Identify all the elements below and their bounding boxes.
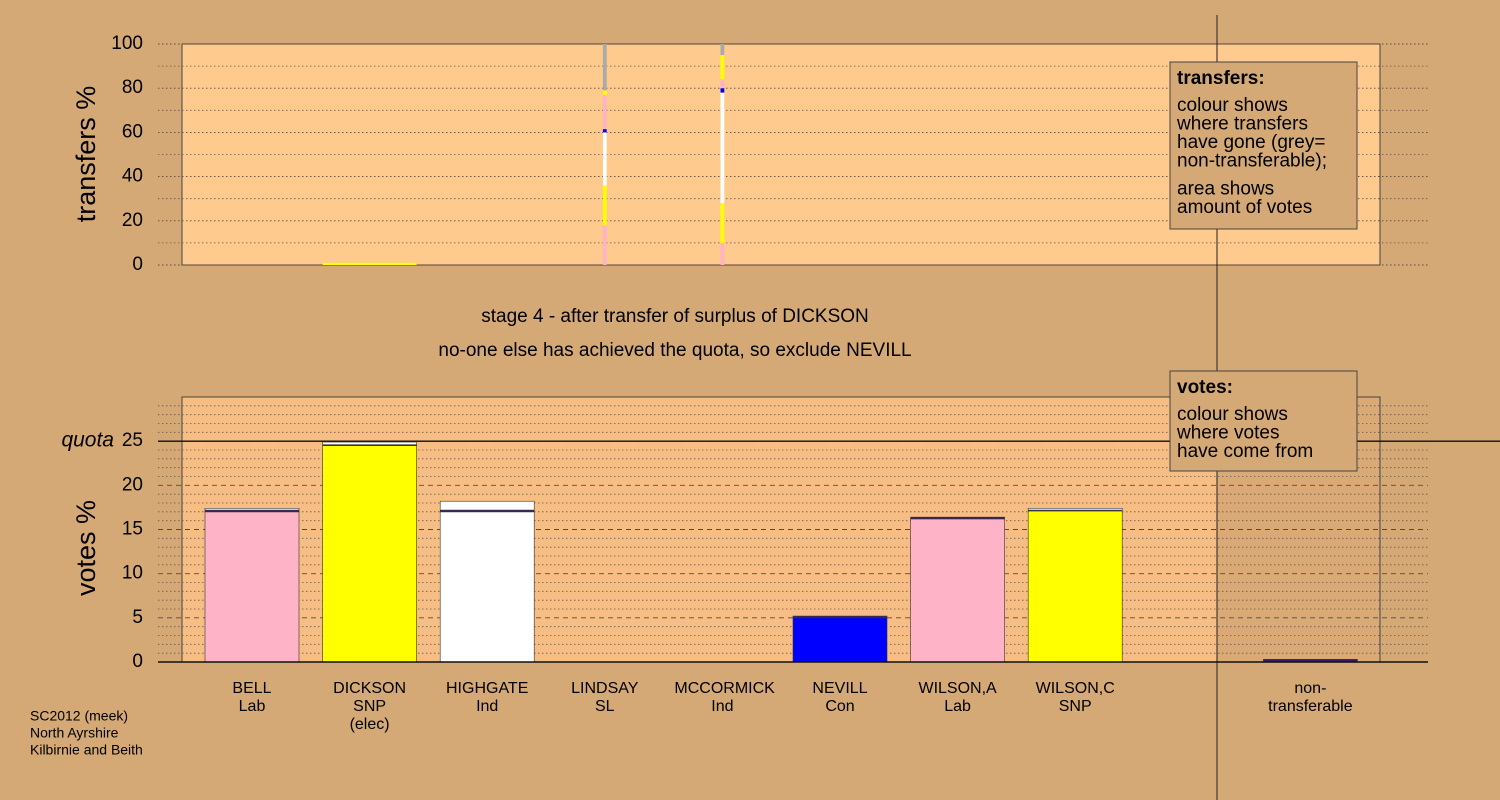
legend-text: have gone (grey=: [1177, 132, 1325, 153]
y-tick-label: 0: [132, 254, 143, 275]
bar-segment: [720, 88, 725, 93]
bar-segment: [720, 203, 725, 243]
candidate-name: HIGHGATE: [446, 680, 529, 697]
bar-segment: [322, 262, 417, 265]
candidate-name: BELL: [232, 680, 272, 697]
bar-segment: [910, 516, 1005, 520]
candidate-sublabel: Lab: [944, 698, 971, 715]
candidate-sublabel: SL: [595, 698, 615, 715]
candidate-sublabel: Lab: [238, 698, 266, 715]
bar-segment: [602, 225, 607, 265]
x-tick-label: WILSON,C SNP: [1027, 680, 1123, 716]
x-tick-label: MCCORMICK Ind: [674, 680, 775, 716]
bar-segment: [602, 94, 607, 130]
candidate-name: DICKSON: [333, 680, 407, 697]
bar-segment: [602, 90, 607, 95]
x-tick-label: WILSON,A Lab: [910, 680, 1006, 716]
footer: Kilbirnie and Beith: [30, 742, 143, 758]
bars: [204, 44, 1358, 663]
bar-segment: [204, 511, 300, 663]
x-tick-label: LINDSAY SL: [557, 680, 653, 716]
bar-segment: [204, 507, 300, 511]
stage-text: no-one else has achieved the quota, so e…: [438, 340, 911, 361]
bar-segment: [602, 132, 607, 186]
bar-segment: [439, 500, 535, 511]
candidate-name: non-transferable: [1268, 680, 1353, 715]
bar-segment: [910, 518, 1005, 663]
x-tick-label: NEVILL Con: [792, 680, 888, 716]
bar-segment: [720, 55, 725, 80]
candidate-sublabel: Con: [825, 698, 855, 715]
x-tick-label: HIGHGATE Ind: [439, 680, 535, 716]
candidate-name: WILSON,A: [918, 680, 997, 697]
bar-segment: [720, 44, 725, 56]
bar-segment: [792, 617, 888, 663]
candidate-sublabel: SNP: [1058, 698, 1092, 715]
y-tick-label: 25: [122, 430, 143, 451]
bar-segment: [720, 79, 725, 89]
y-tick-label: 5: [132, 607, 143, 628]
legend-text: area shows: [1177, 179, 1274, 200]
y-tick-label: 0: [132, 651, 143, 672]
y-tick-label: 20: [122, 210, 143, 231]
bar-segment: [439, 511, 535, 663]
legend-text: amount of votes: [1177, 197, 1312, 218]
bar-segment: [322, 445, 417, 663]
candidate-sublabel: Ind: [476, 698, 499, 715]
bar-segment: [322, 441, 417, 445]
stage-text: stage 4 - after transfer of surplus of D…: [481, 306, 869, 327]
y-tick-label: 100: [111, 33, 143, 54]
candidate-sublabel: Ind: [711, 698, 734, 715]
legend-text: non-transferable);: [1177, 151, 1327, 172]
footer: SC2012 (meek): [30, 708, 128, 724]
candidate-name: MCCORMICK: [674, 680, 775, 697]
candidate-name: LINDSAY: [571, 680, 639, 697]
legend-box: [1169, 370, 1358, 472]
y-tick-label: 80: [122, 77, 143, 98]
y-tick-label: 20: [122, 474, 143, 495]
y-tick-label: 10: [122, 563, 143, 584]
y-tick-label: 15: [122, 519, 143, 540]
legend-box: [1169, 61, 1358, 230]
candidate-sublabel: SNP: [353, 698, 387, 715]
legend-text: have come from: [1177, 441, 1313, 462]
bar-segment: [720, 92, 725, 204]
y-tick-label: 40: [122, 166, 143, 187]
y-axis-title: transfers %: [71, 86, 101, 223]
legend-text: where votes: [1176, 423, 1279, 444]
x-tick-label: non-transferable: [1262, 680, 1358, 716]
legend-title: votes:: [1177, 377, 1233, 398]
candidate-sublabel: (elec): [349, 716, 390, 733]
legend-text: colour shows: [1177, 95, 1288, 116]
bar-segment: [602, 185, 607, 226]
candidate-name: NEVILL: [812, 680, 868, 697]
quota-label: quota: [61, 429, 114, 452]
bar-segment: [602, 129, 607, 133]
bar-segment: [602, 44, 607, 91]
bar-segment: [1027, 510, 1123, 663]
y-axis-title: votes %: [71, 500, 101, 596]
legend-text: where transfers: [1176, 114, 1308, 135]
bar-segment: [792, 615, 888, 619]
legend-title: transfers:: [1177, 68, 1265, 89]
legend-text: colour shows: [1177, 404, 1288, 425]
candidate-name: WILSON,C: [1035, 680, 1115, 697]
bar-segment: [720, 242, 725, 265]
bar-segment: [1027, 507, 1123, 511]
x-tick-label: DICKSON SNP (elec): [322, 680, 418, 734]
footer: North Ayrshire: [30, 725, 119, 741]
y-tick-label: 60: [122, 121, 143, 142]
x-tick-label: BELL Lab: [204, 680, 300, 716]
